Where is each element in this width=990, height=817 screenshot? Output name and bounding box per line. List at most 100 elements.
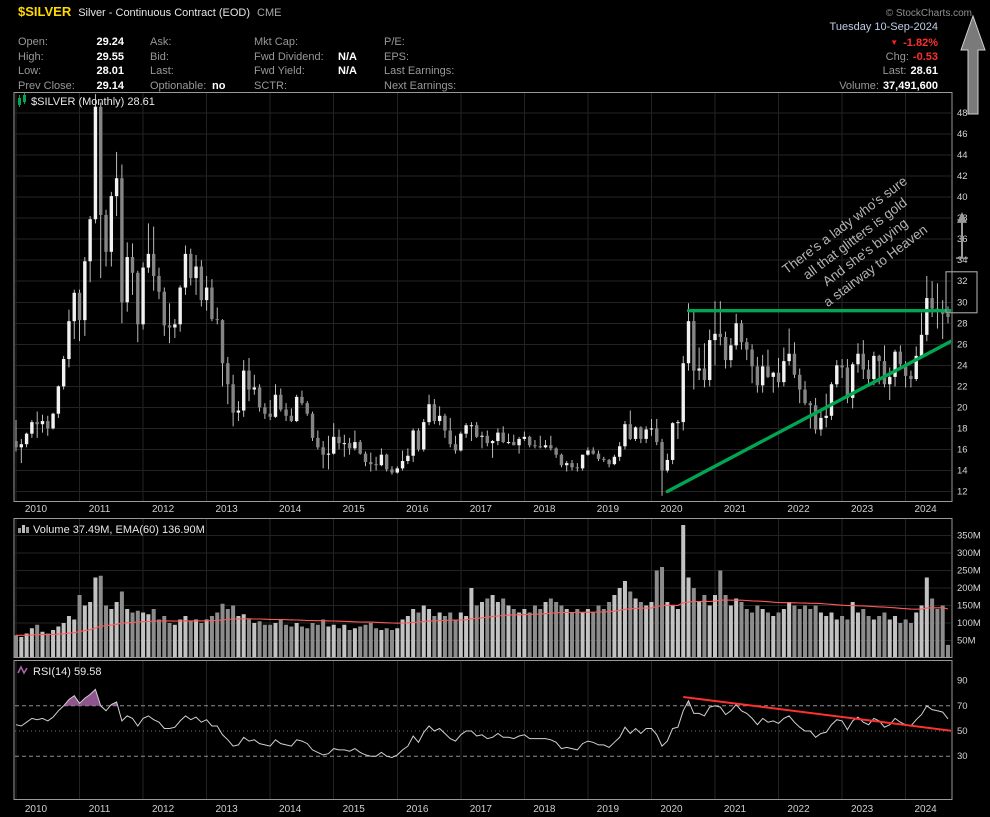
pct-change-value: -1.82% bbox=[903, 36, 938, 49]
prev-close-value: 29.14 bbox=[96, 79, 124, 92]
price-axis: 48464442403836343230282624222018161412 bbox=[957, 108, 968, 497]
svg-text:26: 26 bbox=[957, 339, 968, 350]
svg-text:2022: 2022 bbox=[787, 504, 810, 515]
svg-text:Volume 37.49M, EMA(60) 136.90M: Volume 37.49M, EMA(60) 136.90M bbox=[33, 524, 205, 536]
svg-text:28: 28 bbox=[957, 318, 968, 329]
svg-text:42: 42 bbox=[957, 171, 968, 182]
last-quote-label: Last: bbox=[150, 65, 174, 77]
quote-row: High: 29.55 Bid: Fwd Dividend: N/A EPS: … bbox=[18, 51, 990, 64]
svg-text:2016: 2016 bbox=[406, 804, 429, 815]
svg-text:300M: 300M bbox=[957, 548, 981, 559]
last-earnings-label: Last Earnings: bbox=[384, 65, 455, 77]
quote-row: Prev Close: 29.14 Optionable: no SCTR: N… bbox=[18, 80, 990, 93]
svg-text:2010: 2010 bbox=[25, 804, 48, 815]
svg-text:24: 24 bbox=[957, 360, 968, 371]
svg-text:44: 44 bbox=[957, 150, 968, 161]
svg-text:250M: 250M bbox=[957, 566, 981, 577]
svg-text:2018: 2018 bbox=[533, 804, 556, 815]
volume-value: 37,491,600 bbox=[882, 79, 938, 92]
chart-canvas: 48464442403836343230282624222018161412Th… bbox=[13, 92, 981, 815]
fwd-yield-value: N/A bbox=[338, 65, 357, 77]
chg-label: Chg: bbox=[885, 50, 909, 63]
quote-header: $SILVER Silver - Continuous Contract (EO… bbox=[0, 0, 990, 92]
volume-panel-title: Volume 37.49M, EMA(60) 136.90M bbox=[18, 524, 205, 536]
chg-value: -0.53 bbox=[912, 50, 938, 63]
svg-text:12: 12 bbox=[957, 486, 968, 497]
rsi-downtrend bbox=[683, 695, 951, 732]
support-trendline bbox=[665, 339, 951, 494]
bid-label: Bid: bbox=[150, 50, 169, 63]
svg-text:2012: 2012 bbox=[152, 504, 175, 515]
svg-text:2021: 2021 bbox=[724, 504, 747, 515]
quote-date: Tuesday 10-Sep-2024 bbox=[829, 21, 938, 33]
quote-row: Open: 29.24 Ask: Mkt Cap: P/E: ▼ -1.82% bbox=[18, 36, 990, 49]
up-arrow-annotation bbox=[960, 14, 986, 115]
svg-text:100M: 100M bbox=[957, 618, 981, 629]
svg-text:2024: 2024 bbox=[915, 804, 938, 815]
mktcap-label: Mkt Cap: bbox=[254, 36, 299, 48]
next-earnings-label: Next Earnings: bbox=[384, 79, 457, 92]
volume-label: Volume: bbox=[839, 79, 879, 92]
svg-text:2015: 2015 bbox=[343, 504, 366, 515]
svg-text:2013: 2013 bbox=[216, 504, 239, 515]
ask-label: Ask: bbox=[150, 36, 172, 48]
svg-text:2023: 2023 bbox=[851, 804, 874, 815]
x-axis-years-bottom: 2010 2011 2012 2013 2014 2015 2016 2017 2018 2019… bbox=[25, 804, 937, 815]
instrument-name: Silver - Continuous Contract (EOD) bbox=[78, 7, 250, 19]
svg-text:18: 18 bbox=[957, 423, 968, 434]
rsi-panel: 90 70 50 30 bbox=[13, 660, 968, 800]
volume-bars bbox=[14, 525, 950, 657]
svg-text:2019: 2019 bbox=[597, 804, 620, 815]
optionable-label: Optionable: bbox=[150, 79, 207, 92]
svg-text:$SILVER (Monthly) 28.61: $SILVER (Monthly) 28.61 bbox=[31, 96, 155, 108]
svg-text:16: 16 bbox=[957, 444, 968, 455]
lyric-annotation: There's a lady who's sureall that glitte… bbox=[779, 173, 940, 317]
prev-close-label: Prev Close: bbox=[18, 79, 75, 92]
svg-text:2012: 2012 bbox=[152, 804, 175, 815]
candlesticks bbox=[15, 94, 950, 496]
price-panel bbox=[13, 92, 953, 502]
svg-text:2016: 2016 bbox=[406, 504, 429, 515]
svg-text:2020: 2020 bbox=[660, 504, 683, 515]
fwd-dividend-value: N/A bbox=[338, 50, 357, 63]
svg-text:2014: 2014 bbox=[279, 504, 302, 515]
svg-text:50M: 50M bbox=[957, 636, 976, 647]
svg-text:14: 14 bbox=[957, 465, 968, 476]
ema-line bbox=[16, 599, 949, 636]
svg-text:150M: 150M bbox=[957, 601, 981, 612]
svg-text:32: 32 bbox=[957, 276, 968, 287]
title-row: $SILVER Silver - Continuous Contract (EO… bbox=[18, 4, 978, 19]
eps-label: EPS: bbox=[384, 50, 410, 63]
svg-text:350M: 350M bbox=[957, 531, 981, 542]
price-panel-title: $SILVER (Monthly) 28.61 bbox=[18, 93, 155, 108]
svg-text:2018: 2018 bbox=[533, 504, 556, 515]
svg-text:48: 48 bbox=[957, 108, 968, 119]
fwd-dividend-label: Fwd Dividend: bbox=[254, 50, 324, 63]
breakout-annotation bbox=[945, 211, 978, 314]
svg-text:2011: 2011 bbox=[89, 504, 111, 515]
svg-text:20: 20 bbox=[957, 402, 968, 413]
high-value: 29.55 bbox=[96, 50, 124, 63]
sctr-label: SCTR: bbox=[254, 79, 287, 92]
svg-text:2017: 2017 bbox=[470, 804, 493, 815]
svg-text:RSI(14) 59.58: RSI(14) 59.58 bbox=[33, 666, 101, 678]
svg-text:2021: 2021 bbox=[724, 804, 747, 815]
copyright: © StockCharts.com bbox=[885, 8, 972, 19]
fwd-yield-label: Fwd Yield: bbox=[254, 65, 305, 77]
svg-text:2017: 2017 bbox=[470, 504, 493, 515]
svg-text:2024: 2024 bbox=[915, 504, 938, 515]
exchange-label: CME bbox=[257, 7, 282, 19]
open-label: Open: bbox=[18, 36, 48, 48]
svg-text:40: 40 bbox=[957, 192, 968, 203]
svg-text:2019: 2019 bbox=[597, 504, 620, 515]
low-value: 28.01 bbox=[96, 65, 124, 77]
quote-grid: Open: 29.24 Ask: Mkt Cap: P/E: ▼ -1.82% H… bbox=[18, 36, 990, 94]
high-label: High: bbox=[18, 50, 44, 63]
last-label: Last: bbox=[882, 65, 907, 77]
quote-row: Low: 28.01 Last: Fwd Yield: N/A Last Ear… bbox=[18, 65, 990, 78]
last-value: 28.61 bbox=[910, 65, 938, 77]
svg-text:22: 22 bbox=[957, 381, 968, 392]
down-triangle-icon: ▼ bbox=[890, 37, 899, 47]
trendlines bbox=[665, 308, 951, 494]
svg-text:46: 46 bbox=[957, 129, 968, 140]
